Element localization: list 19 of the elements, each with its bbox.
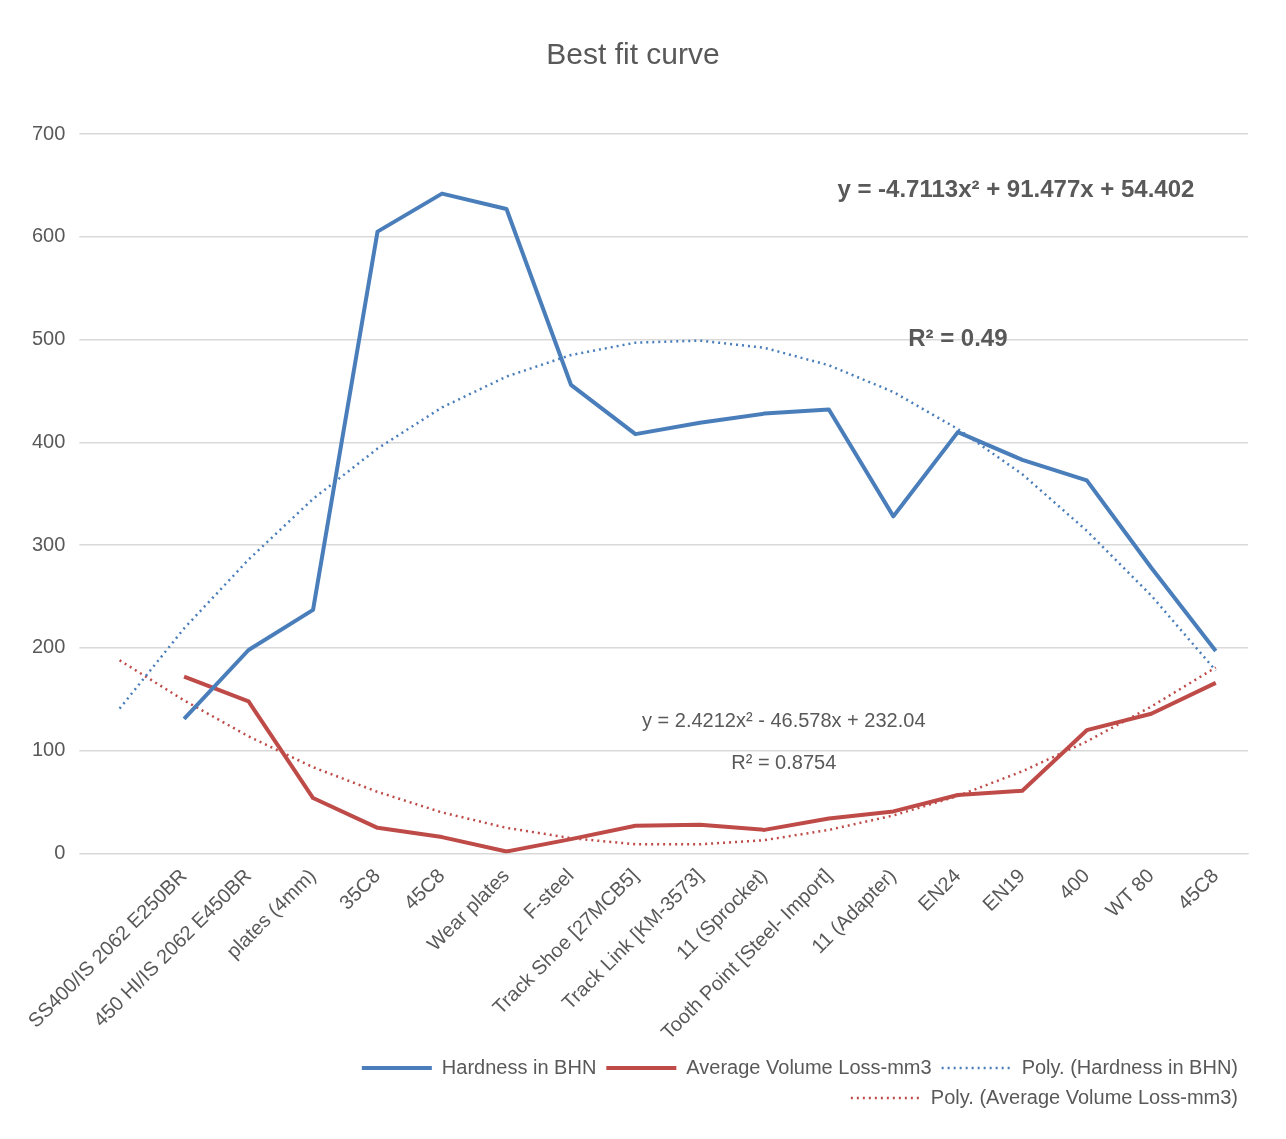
y-tick-label: 300 — [31, 532, 66, 555]
y-tick-label: 100 — [31, 738, 66, 761]
legend-label: Poly. (Hardness in BHN) — [1021, 1055, 1238, 1078]
legend-label: Poly. (Average Volume Loss-mm3) — [930, 1085, 1239, 1108]
annotation: R² = 0.8754 — [731, 750, 837, 773]
legend-label: Average Volume Loss-mm3 — [686, 1055, 932, 1078]
y-tick-label: 500 — [31, 327, 66, 350]
chart-title: Best fit curve — [546, 37, 720, 71]
y-tick-label: 0 — [54, 841, 66, 864]
y-tick-label: 600 — [31, 224, 66, 247]
annotation: y = -4.7113x² + 91.477x + 54.402 — [837, 175, 1195, 203]
legend-label: Hardness in BHN — [441, 1055, 597, 1078]
annotation: R² = 0.49 — [908, 324, 1008, 352]
annotation: y = 2.4212x² - 46.578x + 232.04 — [641, 709, 926, 732]
y-tick-label: 400 — [31, 429, 66, 452]
x-tick-label: WT 80 — [1101, 864, 1159, 922]
x-tick-label: 400 — [1054, 864, 1094, 904]
y-tick-label: 200 — [31, 635, 66, 658]
y-tick-label: 700 — [31, 121, 66, 144]
